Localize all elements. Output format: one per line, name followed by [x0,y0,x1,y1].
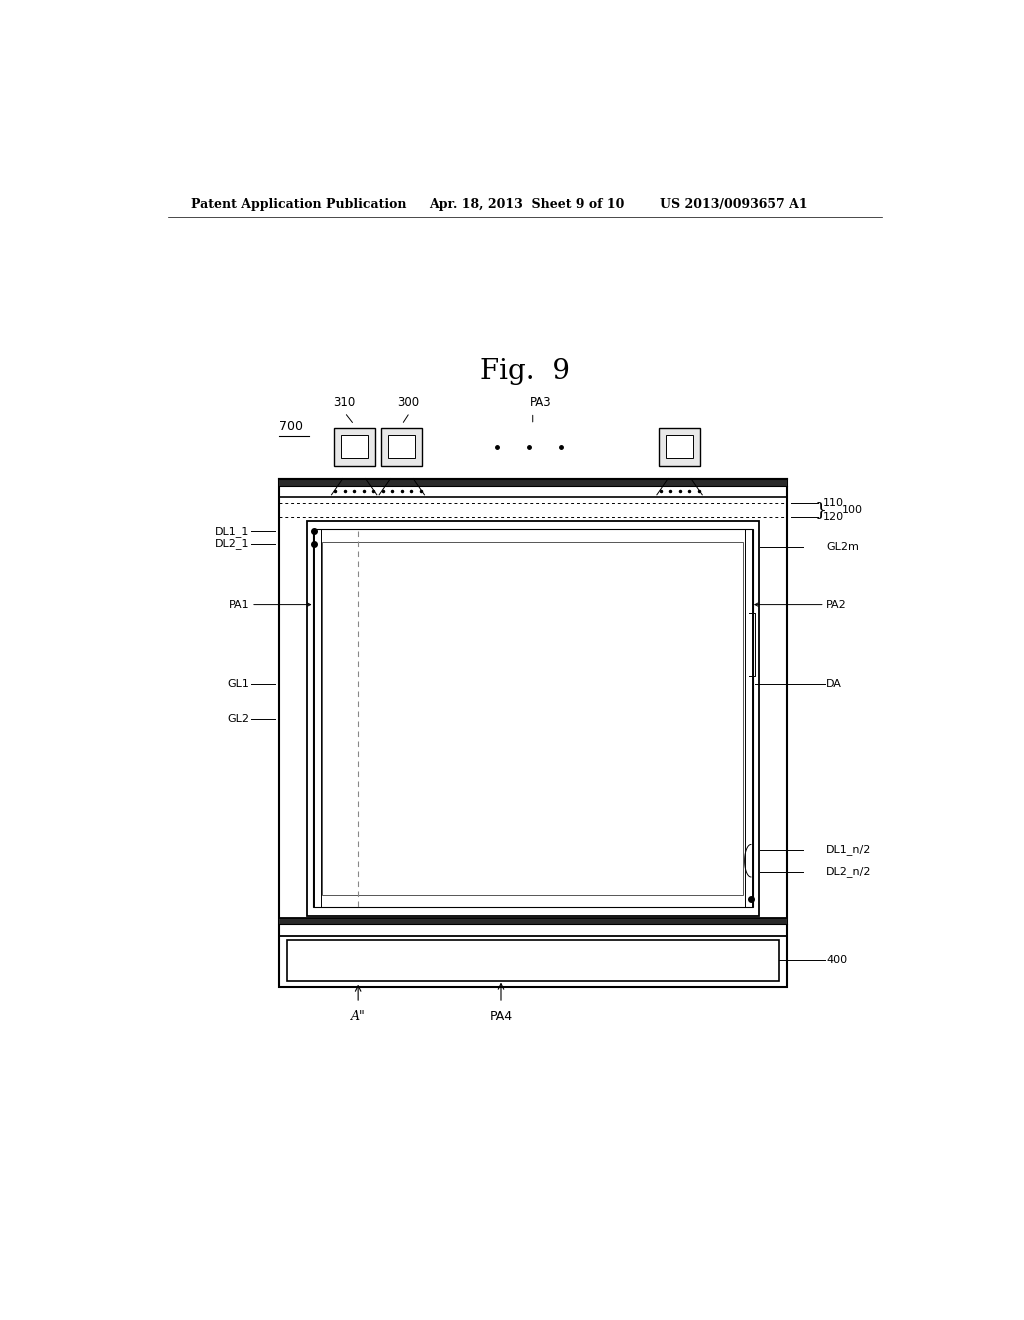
Text: A": A" [351,1010,366,1023]
Text: 100: 100 [842,506,863,515]
Text: US 2013/0093657 A1: US 2013/0093657 A1 [659,198,807,211]
Bar [287,940,778,981]
Text: PA1: PA1 [228,599,250,610]
Text: Fig.  9: Fig. 9 [480,358,569,385]
Text: DL1_1: DL1_1 [215,525,250,537]
Text: PA2: PA2 [826,599,847,610]
Bar [381,428,423,466]
Text: DL1_n/2: DL1_n/2 [826,843,871,855]
Bar [323,541,743,895]
Text: 110: 110 [822,499,844,508]
Text: 700: 700 [279,420,303,433]
Text: 310: 310 [334,396,355,409]
Text: 400: 400 [826,956,848,965]
Text: PA3: PA3 [529,396,552,409]
Text: PA4: PA4 [489,1010,513,1023]
Bar [306,521,759,916]
Bar [341,436,368,458]
Bar [279,479,786,486]
Bar [313,529,753,907]
Bar [279,479,786,987]
Text: Patent Application Publication: Patent Application Publication [191,198,407,211]
Text: DL2_n/2: DL2_n/2 [826,866,871,878]
Bar [658,428,700,466]
Text: DL2_1: DL2_1 [215,539,250,549]
Text: 120: 120 [822,512,844,523]
Text: }: } [814,502,826,519]
Bar [388,436,415,458]
Bar [667,436,693,458]
Text: GL1: GL1 [227,678,250,689]
Text: GL2m: GL2m [826,541,859,552]
Bar [279,917,786,924]
Text: 300: 300 [397,396,419,409]
Text: DA: DA [826,678,843,689]
Text: GL2: GL2 [227,714,250,725]
Text: Apr. 18, 2013  Sheet 9 of 10: Apr. 18, 2013 Sheet 9 of 10 [430,198,625,211]
Bar [334,428,375,466]
